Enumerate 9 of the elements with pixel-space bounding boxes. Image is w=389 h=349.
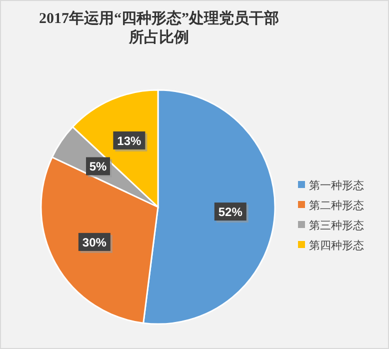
legend-label: 第一种形态 — [309, 179, 364, 192]
chart-title: 2017年运用“四种形态”处理党员干部所占比例 — [38, 10, 280, 48]
data-label: 30% — [82, 235, 107, 250]
data-label: 5% — [89, 160, 108, 174]
data-label: 13% — [117, 134, 142, 148]
data-label: 52% — [218, 205, 243, 220]
legend-label: 第二种形态 — [309, 199, 364, 212]
legend-label: 第四种形态 — [309, 239, 364, 252]
legend-label: 第三种形态 — [309, 219, 364, 232]
